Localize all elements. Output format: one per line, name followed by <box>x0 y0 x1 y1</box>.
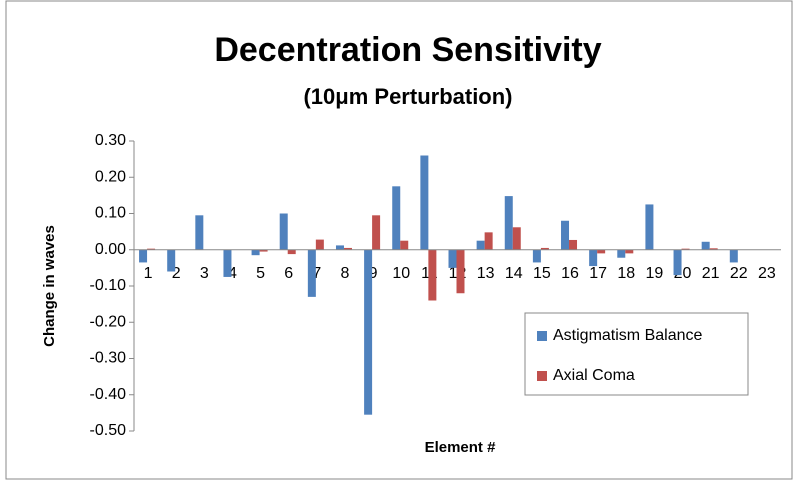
x-tick-label: 9 <box>369 265 378 282</box>
y-tick-label: -0.50 <box>90 422 127 439</box>
x-tick-label: 21 <box>702 265 720 282</box>
legend-label: Axial Coma <box>553 367 635 384</box>
chart-subtitle: (10μm Perturbation) <box>303 84 512 109</box>
chart-title: Decentration Sensitivity <box>214 31 601 69</box>
bar <box>645 204 654 250</box>
bar <box>139 249 148 263</box>
bar <box>617 249 626 258</box>
bar <box>484 232 493 250</box>
bar <box>364 249 373 415</box>
bar <box>259 249 268 252</box>
bar <box>372 215 381 250</box>
x-tick-label: 14 <box>505 265 523 282</box>
bar <box>456 249 465 294</box>
bar <box>428 249 437 301</box>
bar <box>315 239 324 250</box>
x-tick-label: 5 <box>256 265 265 282</box>
x-tick-label: 7 <box>312 265 321 282</box>
x-tick-label: 3 <box>200 265 209 282</box>
y-tick-label: -0.20 <box>90 313 127 330</box>
bar <box>147 248 156 250</box>
bar <box>251 249 260 256</box>
legend-swatch <box>537 371 547 381</box>
x-tick-label: 10 <box>392 265 410 282</box>
y-tick-label: 0.30 <box>95 132 126 149</box>
bar <box>681 248 690 250</box>
x-tick-label: 1 <box>144 265 153 282</box>
bar <box>561 220 570 250</box>
bar <box>223 249 232 277</box>
legend-label: Astigmatism Balance <box>553 327 702 344</box>
bar <box>504 196 513 250</box>
x-axis-label: Element # <box>425 439 497 456</box>
x-tick-label: 19 <box>646 265 664 282</box>
legend <box>524 312 749 396</box>
bar <box>392 186 401 250</box>
y-tick-label: 0.00 <box>95 241 126 258</box>
x-tick-label: 22 <box>730 265 748 282</box>
y-tick-label: -0.40 <box>90 386 127 403</box>
x-tick-label: 23 <box>758 265 776 282</box>
x-tick-label: 8 <box>341 265 350 282</box>
bar <box>195 215 204 250</box>
x-tick-label: 6 <box>284 265 293 282</box>
x-tick-label: 13 <box>477 265 495 282</box>
x-tick-label: 16 <box>561 265 579 282</box>
y-tick-label: 0.10 <box>95 205 126 222</box>
x-tick-label: 18 <box>617 265 635 282</box>
bar <box>512 227 521 250</box>
bar <box>400 240 409 250</box>
bar <box>709 248 718 250</box>
y-tick-label: -0.30 <box>90 350 127 367</box>
bar <box>307 249 316 297</box>
bar <box>287 249 296 255</box>
bar <box>625 249 634 254</box>
bar <box>589 249 598 267</box>
bar <box>335 245 344 250</box>
y-tick-label: -0.10 <box>90 277 127 294</box>
bar <box>279 213 288 250</box>
bar <box>420 155 429 250</box>
y-axis-label: Change in waves <box>41 225 58 347</box>
bar <box>532 249 541 263</box>
bar <box>448 249 457 268</box>
x-tick-label: 15 <box>533 265 551 282</box>
bar <box>167 249 176 272</box>
bar <box>673 249 682 276</box>
bar <box>540 247 549 250</box>
bar <box>343 247 352 250</box>
bar <box>476 240 485 250</box>
x-tick-label: 4 <box>228 265 237 282</box>
bar <box>729 249 738 263</box>
x-tick-label: 17 <box>589 265 607 282</box>
y-tick-label: 0.20 <box>95 168 126 185</box>
bar <box>569 239 578 250</box>
bar <box>701 241 710 250</box>
legend-swatch <box>537 331 547 341</box>
x-tick-label: 2 <box>172 265 181 282</box>
bar <box>597 249 606 254</box>
